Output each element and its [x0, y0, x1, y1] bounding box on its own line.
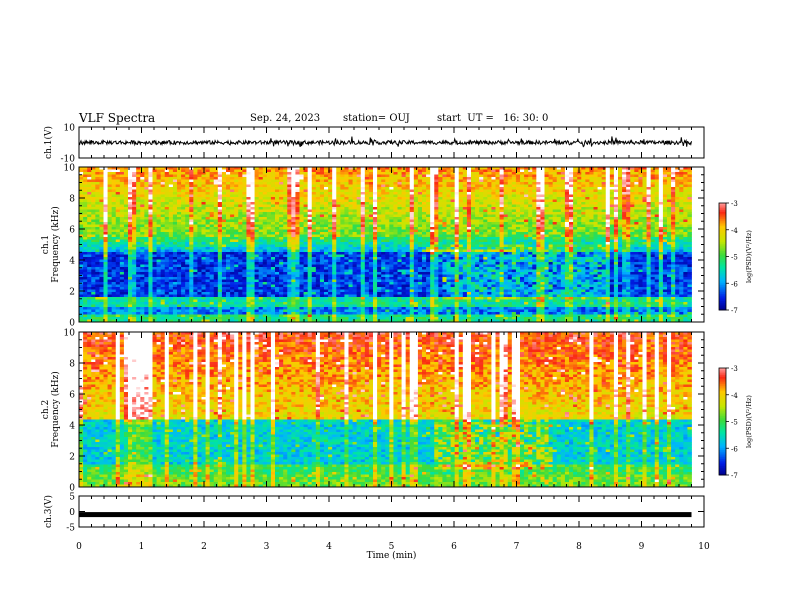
ch1-spectrogram-colorbar-tick: -5	[731, 254, 738, 262]
ch1-spectrogram-colorbar-tick: -7	[731, 307, 738, 315]
date-label: Sep. 24, 2023	[250, 113, 321, 124]
ch3-waveform-ylabel: ch.3(V)	[43, 495, 54, 528]
ch2-spectrogram-ytick-label: 10	[64, 329, 76, 339]
ch1-spectrogram-cells	[79, 167, 692, 323]
ch1-spectrogram-ytick-label: 6	[69, 226, 75, 236]
x-tick-label: 5	[389, 542, 395, 552]
ch1-spectrogram-colorbar-tick: -6	[731, 280, 738, 288]
ch1-waveform-ylabel: ch.1(V)	[43, 126, 54, 159]
ch3-waveform-ytick-label: 0	[69, 508, 75, 518]
start-time-label: start UT = 16: 30: 0	[437, 113, 549, 124]
ch2-spectrogram-ytick-label: 6	[69, 391, 75, 401]
ch2-spectrogram-colorbar-label: log(PSD)(V²/Hz)	[745, 395, 753, 448]
ch1-spectrogram-ytick-label: 8	[69, 195, 75, 205]
ch2-spectrogram-colorbar-tick: -7	[731, 472, 738, 480]
ch3-waveform-ytick-label: 5	[69, 493, 75, 503]
ch2-spectrogram-colorbar-tick: -5	[731, 419, 738, 427]
ch2-spectrogram-cells	[79, 332, 692, 488]
ch2-spectrogram-ytick-label: 2	[69, 453, 75, 463]
ch1-spectrogram-ytick-label: 0	[69, 319, 75, 329]
x-tick-label: 9	[639, 542, 645, 552]
x-tick-label: 1	[139, 542, 145, 552]
ch1-spectrogram-colorbar-tick: -4	[731, 227, 738, 235]
x-tick-label: 3	[264, 542, 270, 552]
ch1-spectrogram-colorbar: -3 -4 -5 -6 -7 log(PSD)(V²/Hz)	[718, 200, 753, 315]
ch1-spectrogram-ylabel-frequency: Frequency (kHz)	[50, 206, 61, 283]
ch3-waveform-line	[79, 512, 692, 518]
ch2-spectrogram-ytick-label: 8	[69, 360, 75, 370]
ch2-spectrogram-colorbar-tick: -6	[731, 445, 738, 453]
ch1-spectrogram-colorbar-tick: -3	[731, 200, 738, 208]
x-tick-label: 10	[698, 542, 710, 552]
ch2-spectrogram-ylabel-channel: ch.2	[41, 400, 51, 419]
ch2-spectrogram-colorbar-tick: -3	[731, 365, 738, 373]
x-tick-label: 6	[451, 542, 457, 552]
figure-title: VLF Spectra	[79, 111, 156, 125]
ch2-spectrogram-colorbar: -3 -4 -5 -6 -7 log(PSD)(V²/Hz)	[718, 365, 753, 480]
ch1-waveform-line	[78, 136, 692, 148]
x-tick-label: 4	[326, 542, 332, 552]
ch1-spectrogram-ylabel-channel: ch.1	[41, 235, 51, 254]
ch3-waveform-ytick-label: -5	[66, 524, 75, 534]
x-tick-label: 8	[576, 542, 582, 552]
ch1-waveform-ytick-label: -10	[61, 155, 76, 165]
ch2-spectrogram-ytick-label: 0	[69, 484, 75, 494]
x-tick-label: 0	[76, 542, 82, 552]
x-axis-label: Time (min)	[367, 550, 417, 561]
ch1-spectrogram-ytick-label: 4	[69, 257, 75, 267]
station-label: station= OUJ	[343, 113, 410, 124]
x-tick-label: 2	[201, 542, 207, 552]
ch1-spectrogram-ytick-label: 10	[64, 164, 76, 174]
ch1-spectrogram-colorbar-label: log(PSD)(V²/Hz)	[745, 230, 753, 283]
ch2-spectrogram-ylabel-frequency: Frequency (kHz)	[50, 371, 61, 448]
ch2-spectrogram-ytick-label: 4	[69, 422, 75, 432]
ch1-spectrogram-ytick-label: 2	[69, 288, 75, 298]
ch1-waveform-ytick-label: 10	[64, 124, 76, 134]
x-tick-label: 7	[514, 542, 520, 552]
ch2-spectrogram-colorbar-tick: -4	[731, 392, 738, 400]
